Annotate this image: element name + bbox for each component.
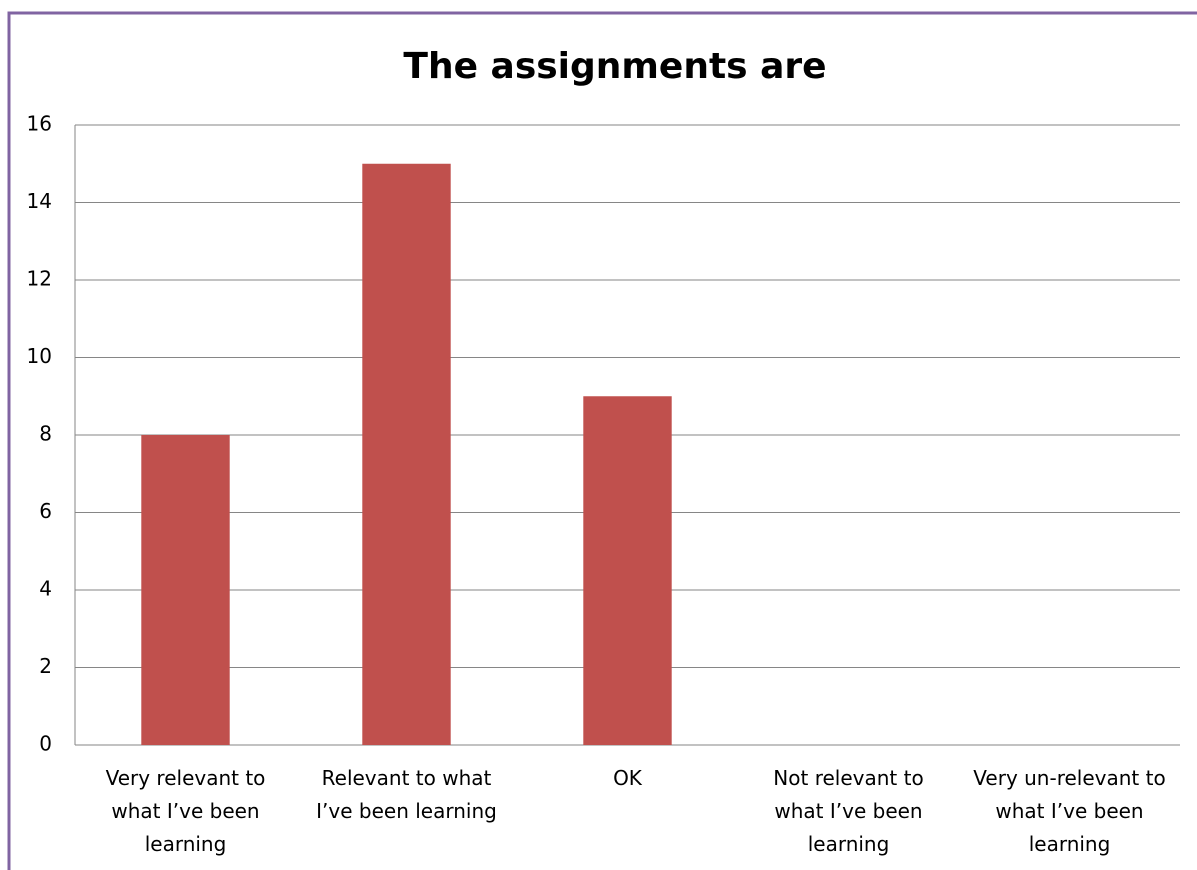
y-tick-label: 6 (39, 499, 52, 523)
y-tick-label: 12 (27, 267, 52, 291)
y-tick-label: 8 (39, 422, 52, 446)
bar (583, 396, 672, 745)
x-tick-label: Very un-relevant to what I’ve been learn… (973, 766, 1166, 856)
chart-frame (7, 11, 1197, 870)
x-tick-label: Not relevant to what I’ve been learning (773, 766, 924, 856)
y-tick-label: 10 (27, 344, 52, 368)
x-tick-label: Relevant to what I’ve been learning (316, 766, 497, 823)
bar (141, 435, 230, 745)
y-tick-label: 14 (27, 189, 52, 213)
y-tick-label: 0 (39, 732, 52, 756)
y-tick-label: 4 (39, 577, 52, 601)
y-tick-label: 16 (27, 112, 52, 136)
y-tick-label: 2 (39, 654, 52, 678)
x-tick-label: OK (613, 766, 642, 790)
x-tick-label: Very relevant to what I’ve been learning (105, 766, 266, 856)
chart-title: The assignments are (403, 46, 826, 87)
bar (362, 163, 451, 745)
